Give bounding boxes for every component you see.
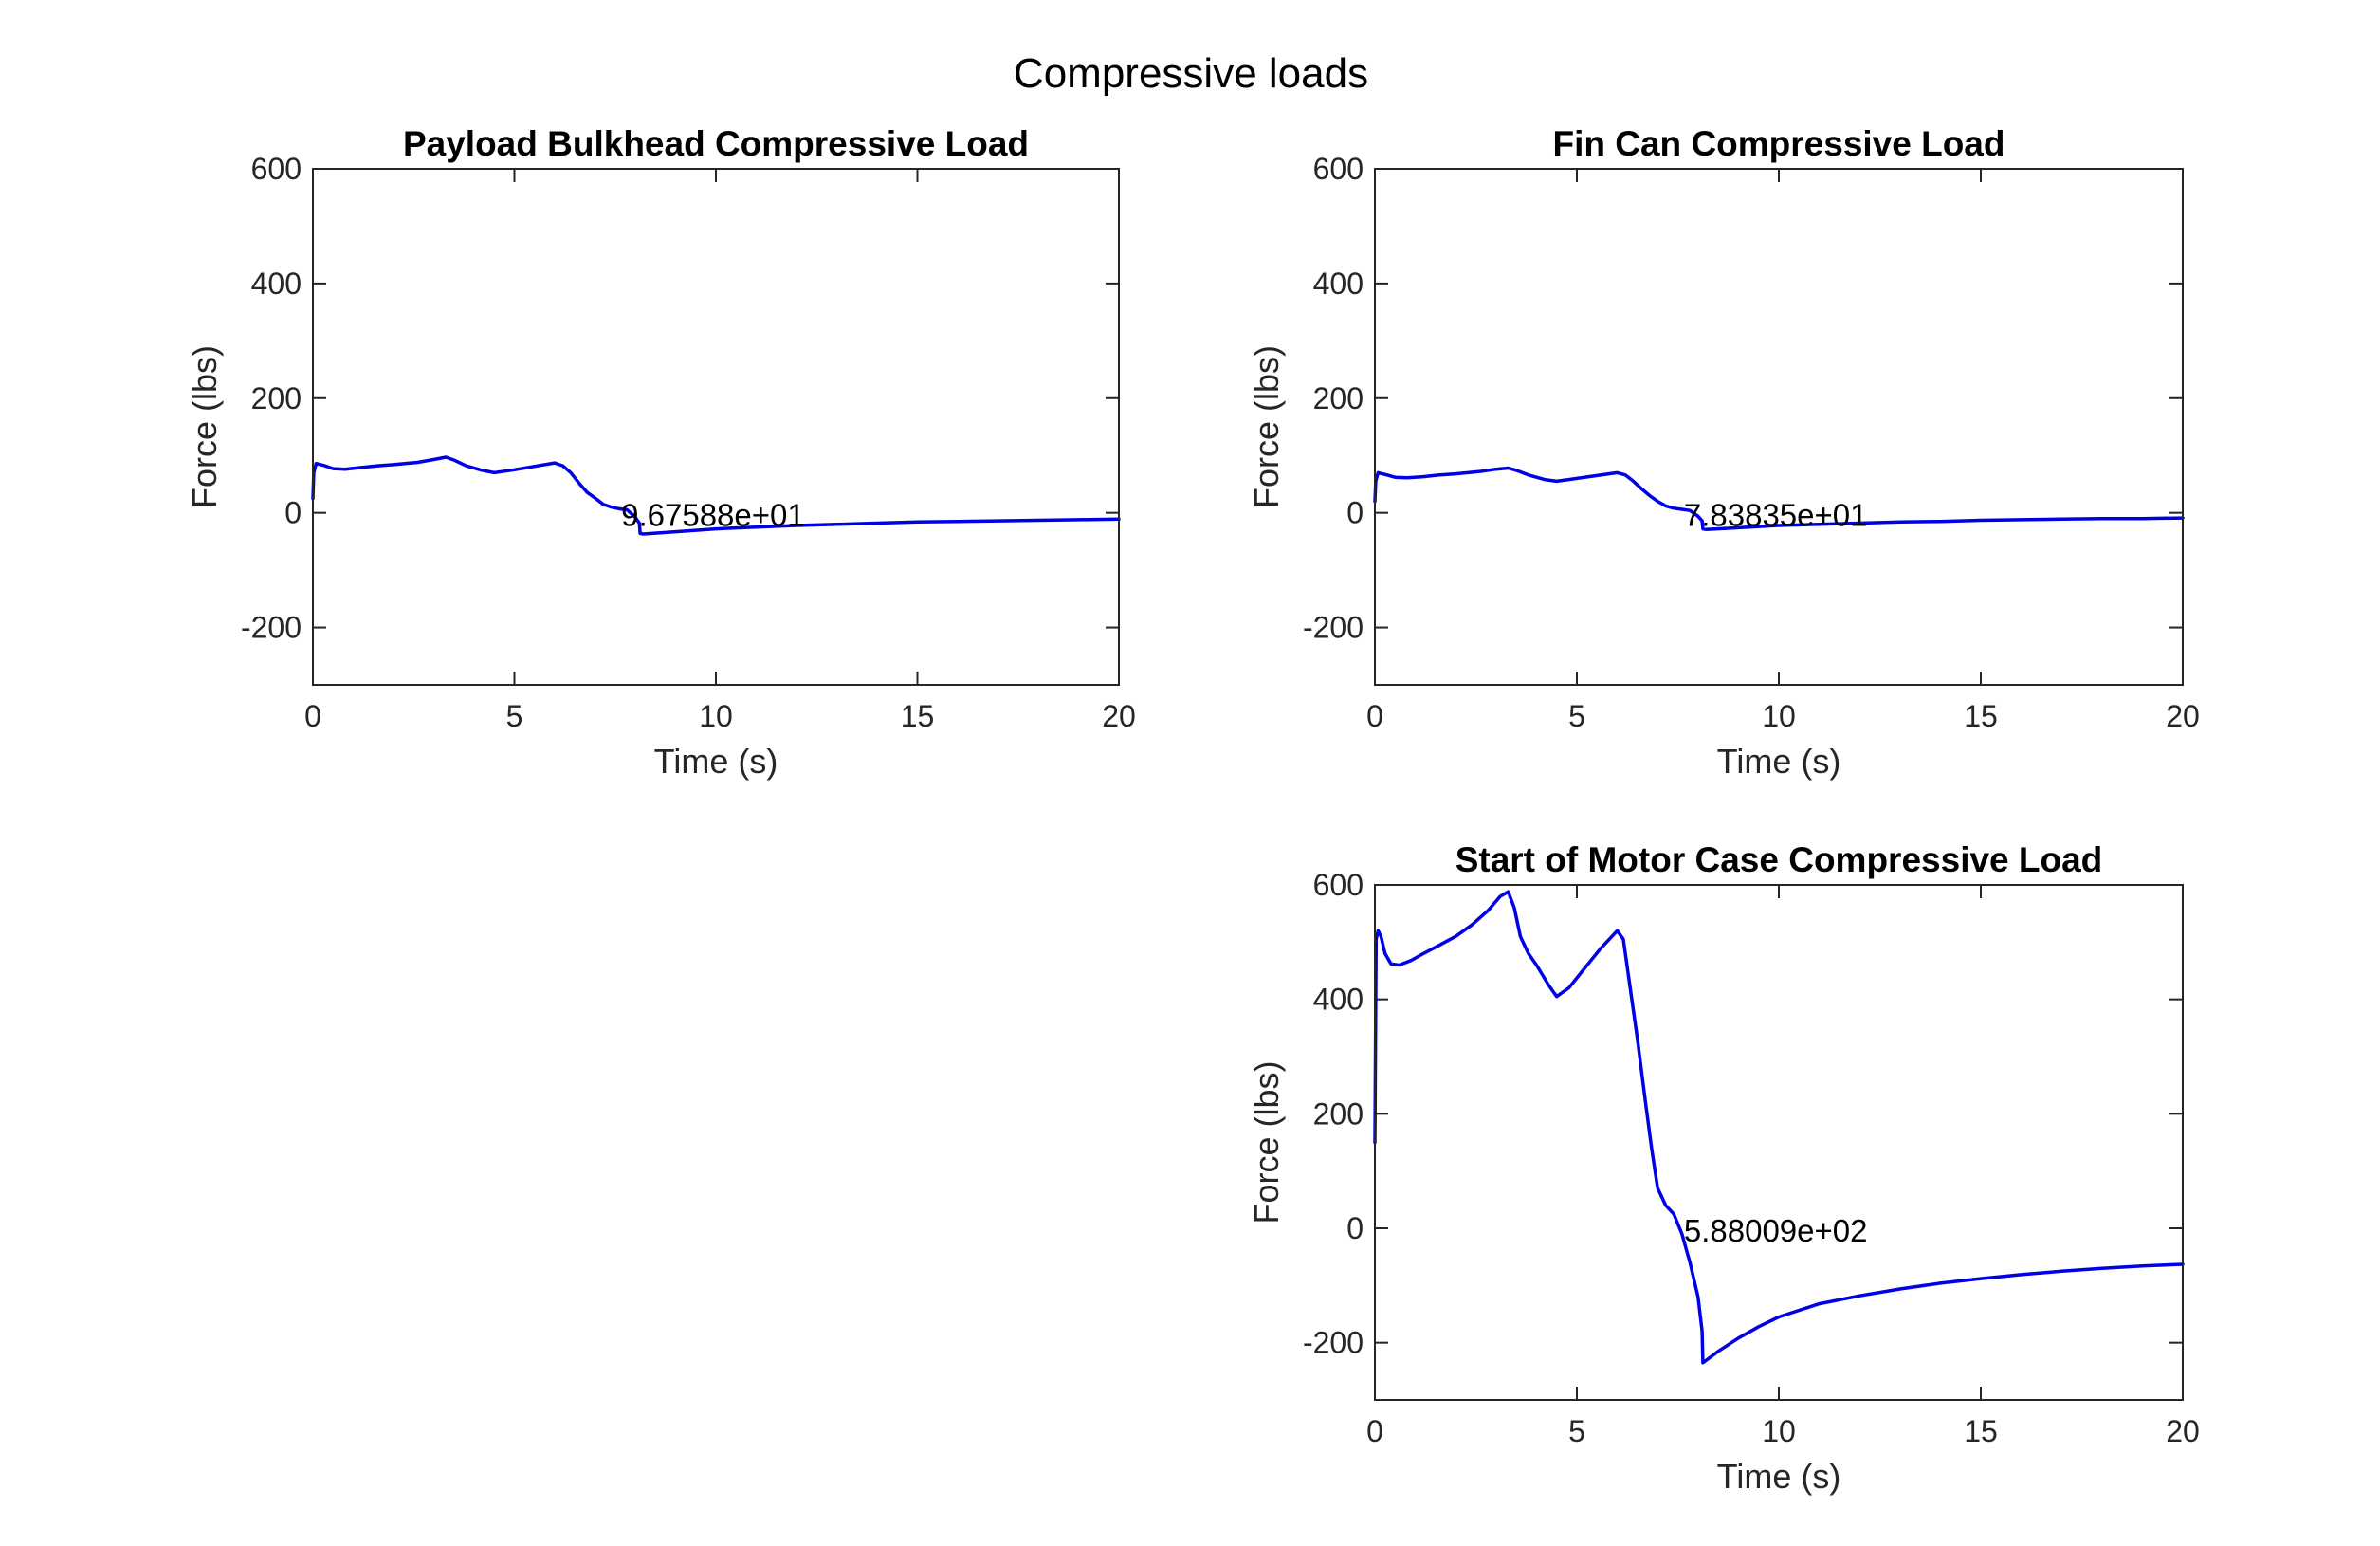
x-tick-label: 5 bbox=[1568, 699, 1585, 733]
x-tick-label: 0 bbox=[304, 699, 321, 733]
y-tick-label: 200 bbox=[1313, 1096, 1364, 1131]
series-line bbox=[1373, 890, 2185, 1365]
data-annotation: 5.88009e+02 bbox=[1684, 1213, 1868, 1248]
x-tick-label: 10 bbox=[699, 699, 733, 733]
y-tick-label: -200 bbox=[241, 611, 302, 645]
subplot-1: Payload Bulkhead Compressive Load 0 5 10 15 2… bbox=[185, 124, 1136, 781]
y-tick-label: -200 bbox=[1303, 1326, 1364, 1360]
x-axis-label: Time (s) bbox=[1717, 742, 1841, 781]
y-tick-label: 200 bbox=[1313, 381, 1364, 415]
series-line bbox=[1373, 466, 2185, 531]
x-tick-label: 0 bbox=[1366, 699, 1383, 733]
data-annotation: 9.67588e+01 bbox=[621, 497, 805, 532]
y-axis-label: Force (lbs) bbox=[1247, 345, 1286, 508]
subplot-3: Start of Motor Case Compressive Load 0 5 10… bbox=[1247, 840, 2200, 1496]
x-tick-label: 5 bbox=[1568, 1414, 1585, 1448]
y-tick-label: 0 bbox=[1346, 1211, 1364, 1245]
y-tick-label: 600 bbox=[1313, 868, 1364, 902]
x-tick-label: 10 bbox=[1762, 1414, 1796, 1448]
axes-frame bbox=[1374, 884, 2184, 1401]
x-tick-label: 5 bbox=[506, 699, 523, 733]
data-annotation: 7.83835e+01 bbox=[1684, 497, 1868, 532]
figure-supertitle: Compressive loads bbox=[1014, 50, 1368, 97]
y-tick-label: 600 bbox=[251, 152, 302, 186]
plots-container: Payload Bulkhead Compressive Load 0 5 10 15 2… bbox=[185, 124, 2200, 1496]
x-tick-label: 0 bbox=[1366, 1414, 1383, 1448]
y-axis-label: Force (lbs) bbox=[1247, 1060, 1286, 1224]
x-tick-label: 15 bbox=[1964, 699, 1998, 733]
axes-frame bbox=[1374, 168, 2184, 686]
y-tick-label: 0 bbox=[284, 496, 302, 530]
plot-area bbox=[313, 169, 1119, 685]
series-line bbox=[311, 455, 1121, 536]
y-tick-label: 400 bbox=[1313, 267, 1364, 301]
axes-frame bbox=[312, 168, 1120, 686]
x-tick-label: 15 bbox=[1964, 1414, 1998, 1448]
y-tick-label: 200 bbox=[251, 381, 302, 415]
plot-area bbox=[1375, 169, 2183, 685]
x-tick-label: 15 bbox=[901, 699, 935, 733]
y-tick-label: 600 bbox=[1313, 152, 1364, 186]
y-tick-label: 400 bbox=[1313, 983, 1364, 1017]
y-axis-label: Force (lbs) bbox=[185, 345, 224, 508]
y-tick-label: 0 bbox=[1346, 496, 1364, 530]
x-tick-label: 10 bbox=[1762, 699, 1796, 733]
y-tick-label: 400 bbox=[251, 267, 302, 301]
subplot-2: Fin Can Compressive Load 0 5 10 15 20 -200 0 200… bbox=[1247, 124, 2200, 781]
y-tick-label: -200 bbox=[1303, 611, 1364, 645]
x-axis-label: Time (s) bbox=[654, 742, 778, 781]
plot-area bbox=[1375, 885, 2183, 1400]
plot-title: Start of Motor Case Compressive Load bbox=[1455, 840, 2103, 879]
x-axis-label: Time (s) bbox=[1717, 1457, 1841, 1496]
x-tick-label: 20 bbox=[2166, 699, 2200, 733]
plot-title: Payload Bulkhead Compressive Load bbox=[403, 124, 1029, 163]
x-tick-label: 20 bbox=[2166, 1414, 2200, 1448]
x-tick-label: 20 bbox=[1102, 699, 1136, 733]
plot-title: Fin Can Compressive Load bbox=[1553, 124, 2005, 163]
